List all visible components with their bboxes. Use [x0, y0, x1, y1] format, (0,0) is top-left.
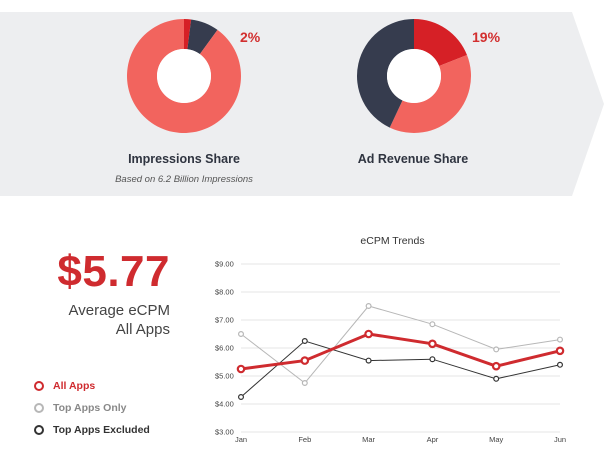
y-tick-label: $8.00	[215, 288, 234, 297]
average-ecpm-scope: All Apps	[115, 321, 170, 338]
y-tick-label: $4.00	[215, 400, 234, 409]
data-point-top-apps-excluded	[429, 356, 436, 363]
average-ecpm-value: $5.77	[57, 247, 170, 296]
donut-hole	[387, 49, 441, 103]
y-tick-label: $5.00	[215, 372, 234, 381]
legend-item-top-apps-only: Top Apps Only	[34, 402, 127, 414]
data-point-top-apps-excluded	[237, 394, 244, 401]
y-tick-label: $6.00	[215, 344, 234, 353]
data-point-all-apps	[236, 364, 246, 374]
impressions-share-percent: 2%	[240, 29, 261, 45]
chart-title: eCPM Trends	[360, 235, 425, 247]
legend-label-top-apps-excluded: Top Apps Excluded	[53, 424, 150, 436]
x-tick-label: Mar	[362, 435, 375, 444]
data-point-all-apps	[491, 361, 501, 371]
series-line-all-apps	[240, 332, 561, 371]
legend-item-top-apps-excluded: Top Apps Excluded	[34, 424, 150, 436]
data-point-all-apps	[364, 329, 373, 339]
legend-label-top-apps-only: Top Apps Only	[53, 402, 127, 414]
donut-slice-dark	[357, 19, 414, 128]
average-ecpm-label: Average eCPM	[68, 302, 170, 319]
donut-hole	[157, 49, 211, 103]
donut-slice-red	[414, 19, 467, 67]
impressions-share-title: Impressions Share	[128, 152, 240, 166]
y-tick-label: $7.00	[215, 316, 234, 325]
data-point-top-apps-only	[301, 380, 308, 387]
donut-slice-salmon	[126, 19, 241, 133]
x-tick-label: Jan	[235, 435, 247, 444]
series-line-top-apps-excluded	[240, 340, 561, 398]
y-tick-label: $3.00	[215, 428, 234, 437]
ecpm-trends-chart: $3.00 $4.00 $5.00 $6.00 $7.00 $8.00 $9.00 Jan Fe…	[215, 260, 566, 445]
data-point-all-apps	[428, 339, 437, 349]
data-point-top-apps-excluded	[365, 357, 372, 364]
x-tick-label: Jun	[554, 435, 566, 444]
data-point-top-apps-only	[493, 346, 500, 353]
donut-slice-salmon	[389, 55, 471, 133]
data-point-top-apps-excluded	[557, 361, 564, 368]
x-tick-label: May	[489, 435, 503, 444]
y-tick-label: $9.00	[215, 260, 234, 269]
donut-slice-red	[184, 19, 192, 50]
data-point-all-apps	[555, 346, 565, 356]
x-tick-label: Feb	[298, 435, 311, 444]
ad-revenue-share-percent: 19%	[472, 29, 501, 45]
data-point-all-apps	[300, 356, 310, 365]
legend-marker-top-apps-excluded	[34, 425, 44, 435]
banner-background	[0, 12, 604, 196]
data-point-top-apps-only	[237, 330, 244, 337]
data-point-top-apps-only	[365, 302, 372, 309]
data-point-top-apps-excluded	[301, 337, 308, 344]
legend-marker-all-apps	[34, 381, 44, 391]
series-line-top-apps-only	[240, 305, 561, 384]
data-point-top-apps-only	[557, 336, 564, 343]
impressions-share-subtitle: Based on 6.2 Billion Impressions	[115, 174, 253, 185]
ad-revenue-share-title: Ad Revenue Share	[357, 152, 469, 166]
legend-label-all-apps: All Apps	[53, 380, 96, 392]
legend-marker-top-apps-only	[34, 403, 44, 413]
impressions-share-donut	[126, 19, 241, 133]
data-point-top-apps-only	[429, 321, 436, 328]
share-banner: 2% 19% Impressions Share Based on 6.2 Bi…	[0, 0, 610, 200]
ad-revenue-share-donut	[357, 19, 471, 133]
data-point-top-apps-excluded	[493, 375, 500, 382]
legend-item-all-apps: All Apps	[34, 380, 95, 392]
donut-slice-dark	[187, 19, 218, 55]
x-tick-label: Apr	[427, 435, 439, 444]
